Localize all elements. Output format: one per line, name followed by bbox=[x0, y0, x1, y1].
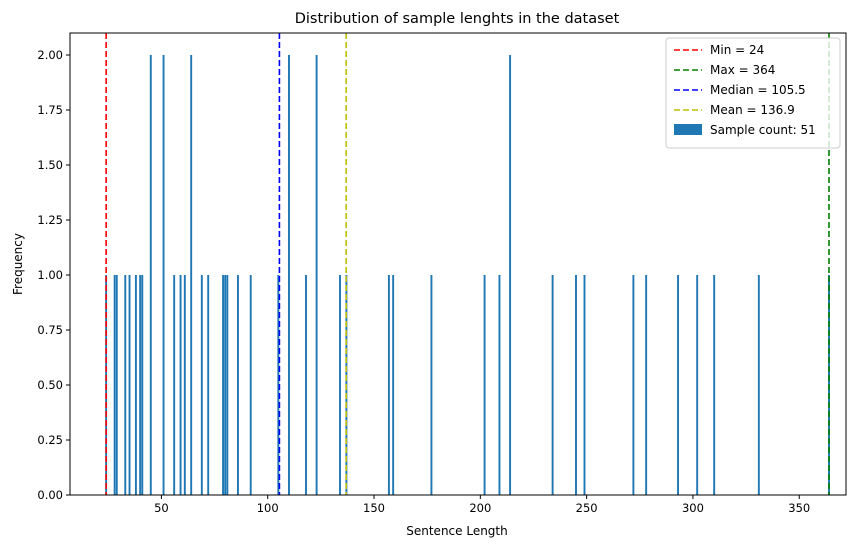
legend-label: Sample count: 51 bbox=[710, 123, 816, 137]
x-tick-label: 50 bbox=[154, 501, 169, 515]
y-tick-label: 1.50 bbox=[37, 158, 63, 172]
histogram-bar bbox=[288, 55, 290, 495]
histogram-bar bbox=[249, 275, 252, 495]
bars-layer bbox=[105, 55, 830, 495]
x-axis-label: Sentence Length bbox=[406, 524, 507, 538]
histogram-bar bbox=[179, 275, 182, 495]
histogram-bar bbox=[757, 275, 760, 495]
histogram-bar bbox=[222, 275, 225, 495]
y-tick-label: 2.00 bbox=[37, 48, 63, 62]
histogram-bar bbox=[305, 275, 307, 495]
histogram-bar bbox=[128, 275, 131, 495]
histogram-bar bbox=[583, 275, 586, 495]
histogram-bar bbox=[632, 275, 635, 495]
plot-frame bbox=[69, 32, 847, 496]
histogram-bar bbox=[162, 55, 165, 495]
histogram-bar bbox=[173, 275, 176, 495]
histogram-bar bbox=[677, 275, 679, 495]
histogram-bar bbox=[183, 275, 186, 495]
chart-title: Distribution of sample lenghts in the da… bbox=[295, 11, 620, 27]
x-tick-label: 250 bbox=[576, 501, 598, 515]
histogram-bar bbox=[139, 275, 142, 495]
histogram-bar bbox=[277, 275, 280, 495]
legend-swatch-bar bbox=[674, 124, 702, 135]
y-tick-label: 0.25 bbox=[37, 433, 63, 447]
histogram-bar bbox=[315, 55, 318, 495]
legend-label: Min = 24 bbox=[710, 43, 764, 57]
y-axis-ticks: 0.00 0.25 0.50 0.75 1.00 1.25 1.50 1.75 2.00 bbox=[37, 48, 70, 502]
y-tick-label: 1.75 bbox=[37, 103, 63, 117]
x-tick-label: 150 bbox=[363, 501, 385, 515]
legend-box bbox=[665, 37, 841, 149]
histogram-bar bbox=[190, 55, 193, 495]
histogram-bar bbox=[134, 275, 137, 495]
histogram-bar bbox=[575, 275, 577, 495]
legend: Min = 24 Max = 364 Median = 105.5 Mean = 13… bbox=[665, 37, 841, 149]
legend-label: Mean = 136.9 bbox=[710, 103, 795, 117]
histogram-bar bbox=[207, 275, 210, 495]
histogram-bar bbox=[115, 275, 118, 495]
y-tick-label: 1.00 bbox=[37, 268, 63, 282]
histogram-bar bbox=[200, 275, 203, 495]
x-tick-label: 350 bbox=[788, 501, 810, 515]
histogram-bar bbox=[483, 275, 486, 495]
histogram-bar bbox=[124, 275, 127, 495]
histogram-bar bbox=[387, 275, 390, 495]
histogram-bar bbox=[430, 275, 433, 495]
histogram-bar bbox=[713, 275, 716, 495]
legend-items: Min = 24 Max = 364 Median = 105.5 Mean = 13… bbox=[674, 43, 816, 137]
y-tick-label: 0.00 bbox=[37, 488, 63, 502]
histogram-bar bbox=[339, 275, 341, 495]
histogram-bar bbox=[551, 275, 554, 495]
y-tick-label: 0.50 bbox=[37, 378, 63, 392]
histogram-bar bbox=[392, 275, 395, 495]
histogram-bar bbox=[645, 275, 648, 495]
y-axis-label: Frequency bbox=[11, 233, 25, 295]
histogram-bar bbox=[113, 275, 116, 495]
histogram-bar bbox=[237, 275, 239, 495]
x-tick-label: 200 bbox=[469, 501, 491, 515]
y-tick-label: 0.75 bbox=[37, 323, 63, 337]
histogram-bar bbox=[141, 275, 144, 495]
y-tick-label: 1.25 bbox=[37, 213, 63, 227]
x-tick-label: 300 bbox=[682, 501, 704, 515]
legend-label: Max = 364 bbox=[710, 63, 775, 77]
x-tick-label: 100 bbox=[257, 501, 279, 515]
histogram-bar bbox=[226, 275, 229, 495]
histogram-bar bbox=[696, 275, 699, 495]
legend-label: Median = 105.5 bbox=[710, 83, 806, 97]
x-axis-ticks: 50 100 150 200 250 300 350 bbox=[154, 495, 810, 515]
histogram-bar bbox=[498, 275, 501, 495]
histogram-bar bbox=[149, 55, 152, 495]
histogram-bar bbox=[224, 275, 227, 495]
histogram-bar bbox=[509, 55, 512, 495]
